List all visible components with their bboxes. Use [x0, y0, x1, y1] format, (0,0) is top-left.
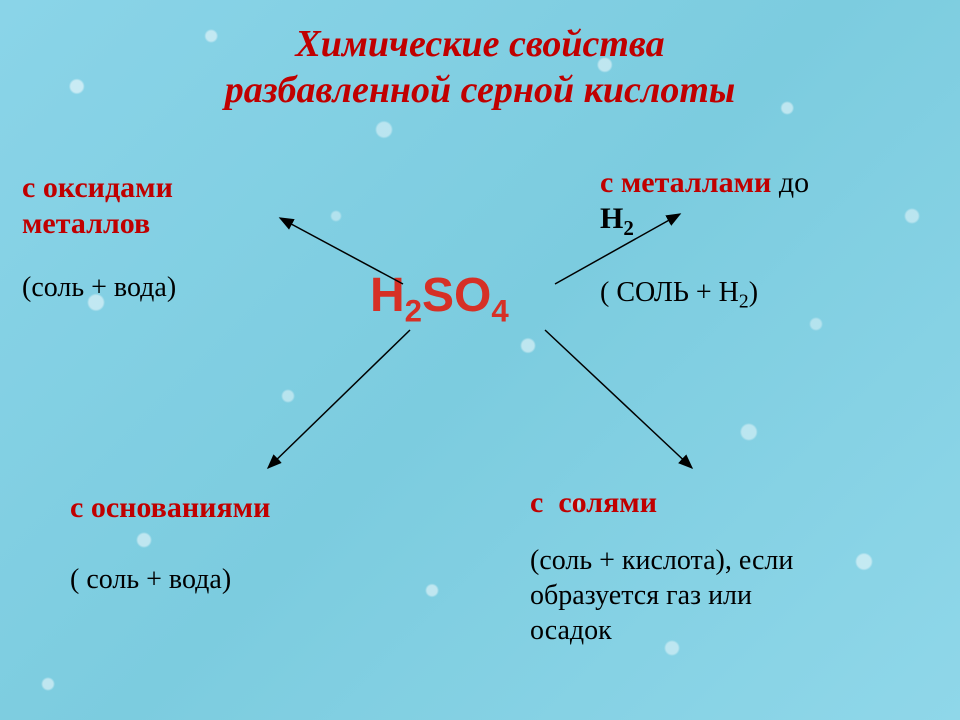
- node-heading: с оксидамиметаллов: [22, 170, 322, 242]
- page-title: Химические свойства разбавленной серной …: [0, 22, 960, 113]
- node-result: ( СОЛЬ + H2): [600, 275, 940, 315]
- center-formula: H2SO4: [370, 268, 509, 330]
- node-bases: с основаниями ( соль + вода): [70, 490, 410, 597]
- node-heading: с основаниями: [70, 490, 410, 526]
- title-line-2: разбавленной серной кислоты: [0, 68, 960, 114]
- node-result: (соль + вода): [22, 270, 322, 305]
- node-metals: с металлами доH2 ( СОЛЬ + H2): [600, 165, 940, 315]
- node-result: (соль + кислота), еслиобразуется газ или…: [530, 543, 940, 648]
- node-result: ( соль + вода): [70, 562, 410, 597]
- node-metal-oxides: с оксидамиметаллов (соль + вода): [22, 170, 322, 305]
- node-heading: с солями: [530, 485, 940, 521]
- node-salts: с солями (соль + кислота), еслиобразуетс…: [530, 485, 940, 648]
- node-heading: с металлами доH2: [600, 165, 940, 241]
- title-line-1: Химические свойства: [0, 22, 960, 68]
